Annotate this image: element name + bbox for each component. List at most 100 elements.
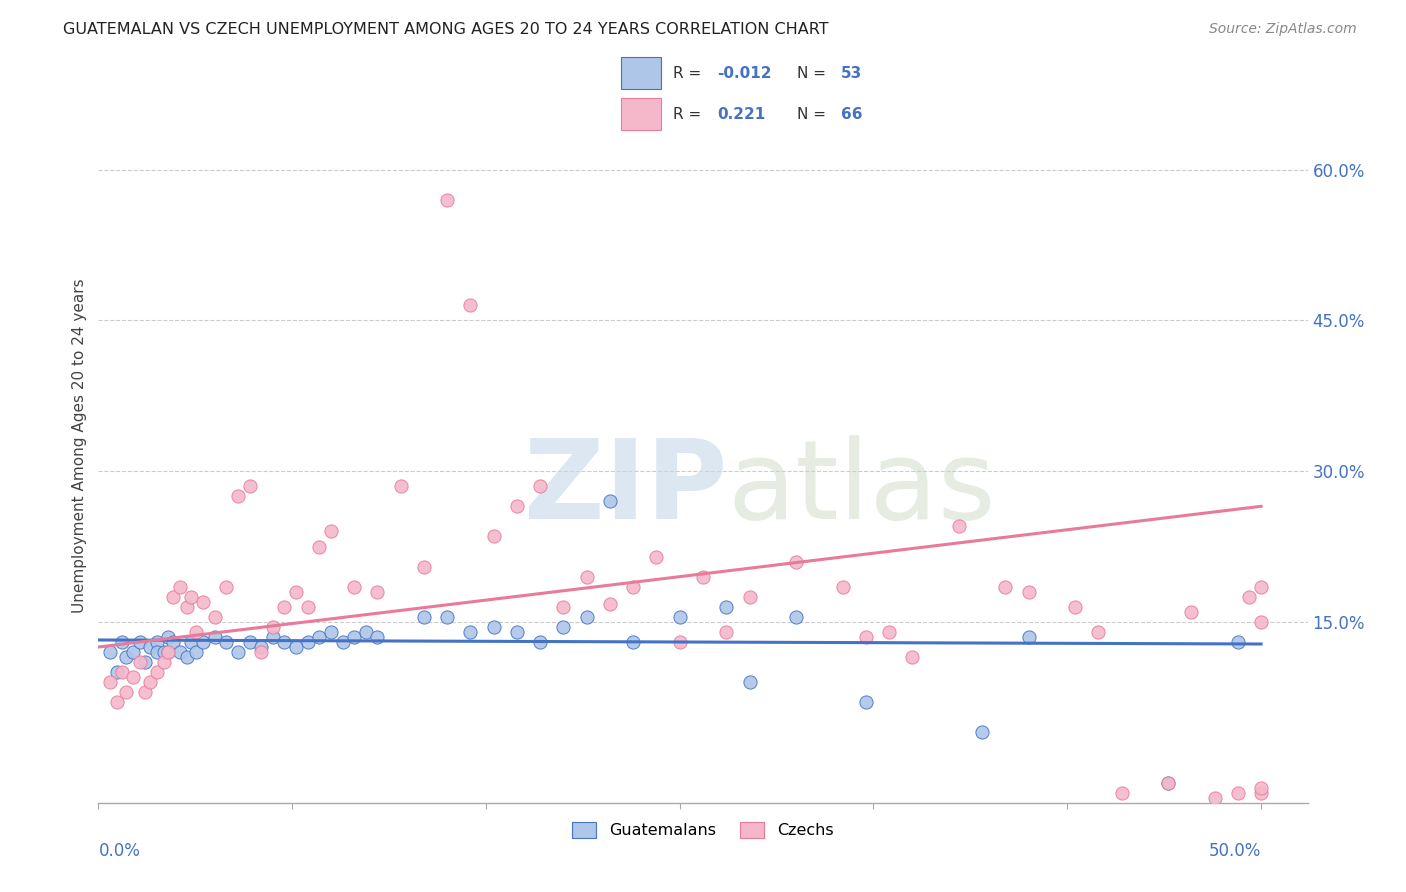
Point [831, 580, 853, 594]
Point [343, 630, 366, 644]
Text: -0.012: -0.012 [717, 66, 772, 80]
Point [157, 645, 180, 659]
Text: Source: ZipAtlas.com: Source: ZipAtlas.com [1209, 22, 1357, 37]
Point [460, 624, 482, 639]
Point [285, 584, 308, 599]
Point [599, 597, 621, 611]
Point [785, 610, 807, 624]
Point [738, 675, 761, 690]
Point [668, 610, 690, 624]
Point [716, 624, 738, 639]
Point [621, 635, 644, 649]
Point [169, 645, 191, 659]
Point [273, 599, 295, 614]
Point [98, 645, 121, 659]
Point [1087, 624, 1109, 639]
Text: R =: R = [673, 107, 707, 121]
Point [239, 635, 262, 649]
Text: ZIP: ZIP [524, 435, 727, 542]
Point [319, 624, 342, 639]
Point [250, 645, 273, 659]
Point [1226, 635, 1249, 649]
Point [111, 665, 134, 680]
Point [308, 540, 330, 554]
Point [152, 655, 174, 669]
Point [138, 640, 160, 654]
Point [285, 640, 308, 654]
Point [575, 610, 598, 624]
Point [180, 635, 202, 649]
Point [413, 610, 436, 624]
Text: N =: N = [797, 107, 831, 121]
Point [343, 580, 366, 594]
Text: N =: N = [797, 66, 831, 80]
Point [716, 599, 738, 614]
Text: 66: 66 [841, 107, 862, 121]
Point [785, 555, 807, 569]
Legend: Guatemalans, Czechs: Guatemalans, Czechs [567, 815, 839, 845]
Point [145, 635, 167, 649]
Point [1239, 590, 1261, 604]
Point [105, 665, 128, 680]
Point [162, 635, 184, 649]
Point [111, 635, 134, 649]
Point [994, 580, 1017, 594]
Point [115, 650, 138, 665]
Y-axis label: Unemployment Among Ages 20 to 24 years: Unemployment Among Ages 20 to 24 years [72, 278, 87, 614]
Point [226, 489, 249, 503]
Point [575, 569, 598, 583]
Point [98, 675, 121, 690]
Point [621, 580, 644, 594]
Point [366, 630, 388, 644]
Point [738, 590, 761, 604]
Point [877, 624, 900, 639]
Point [250, 640, 273, 654]
Text: atlas: atlas [727, 435, 995, 542]
Point [1250, 780, 1272, 795]
Point [366, 584, 388, 599]
Point [134, 685, 156, 699]
Point [482, 620, 505, 634]
Text: R =: R = [673, 66, 707, 80]
Point [855, 695, 877, 709]
Point [176, 599, 198, 614]
Point [157, 645, 180, 659]
Point [1018, 630, 1040, 644]
FancyBboxPatch shape [621, 98, 661, 130]
Point [184, 645, 207, 659]
Point [105, 695, 128, 709]
FancyBboxPatch shape [621, 57, 661, 89]
Text: GUATEMALAN VS CZECH UNEMPLOYMENT AMONG AGES 20 TO 24 YEARS CORRELATION CHART: GUATEMALAN VS CZECH UNEMPLOYMENT AMONG A… [63, 22, 830, 37]
Point [204, 610, 226, 624]
Point [1226, 786, 1249, 800]
Point [1250, 580, 1272, 594]
Point [506, 624, 529, 639]
Point [273, 635, 295, 649]
Point [436, 193, 458, 207]
Point [1204, 790, 1226, 805]
Point [553, 599, 575, 614]
Point [122, 645, 145, 659]
Point [354, 624, 377, 639]
Point [157, 630, 180, 644]
Point [297, 599, 319, 614]
Point [1018, 584, 1040, 599]
Point [413, 559, 436, 574]
Text: 50.0%: 50.0% [1209, 842, 1261, 860]
Point [1064, 599, 1087, 614]
Point [436, 610, 458, 624]
Point [506, 500, 529, 514]
Point [145, 645, 167, 659]
Point [319, 524, 342, 539]
Point [529, 635, 551, 649]
Point [215, 580, 238, 594]
Point [460, 298, 482, 312]
Point [176, 650, 198, 665]
Point [482, 529, 505, 543]
Point [239, 479, 262, 493]
Point [262, 620, 284, 634]
Text: 53: 53 [841, 66, 862, 80]
Point [115, 685, 138, 699]
Point [226, 645, 249, 659]
Point [948, 519, 970, 533]
